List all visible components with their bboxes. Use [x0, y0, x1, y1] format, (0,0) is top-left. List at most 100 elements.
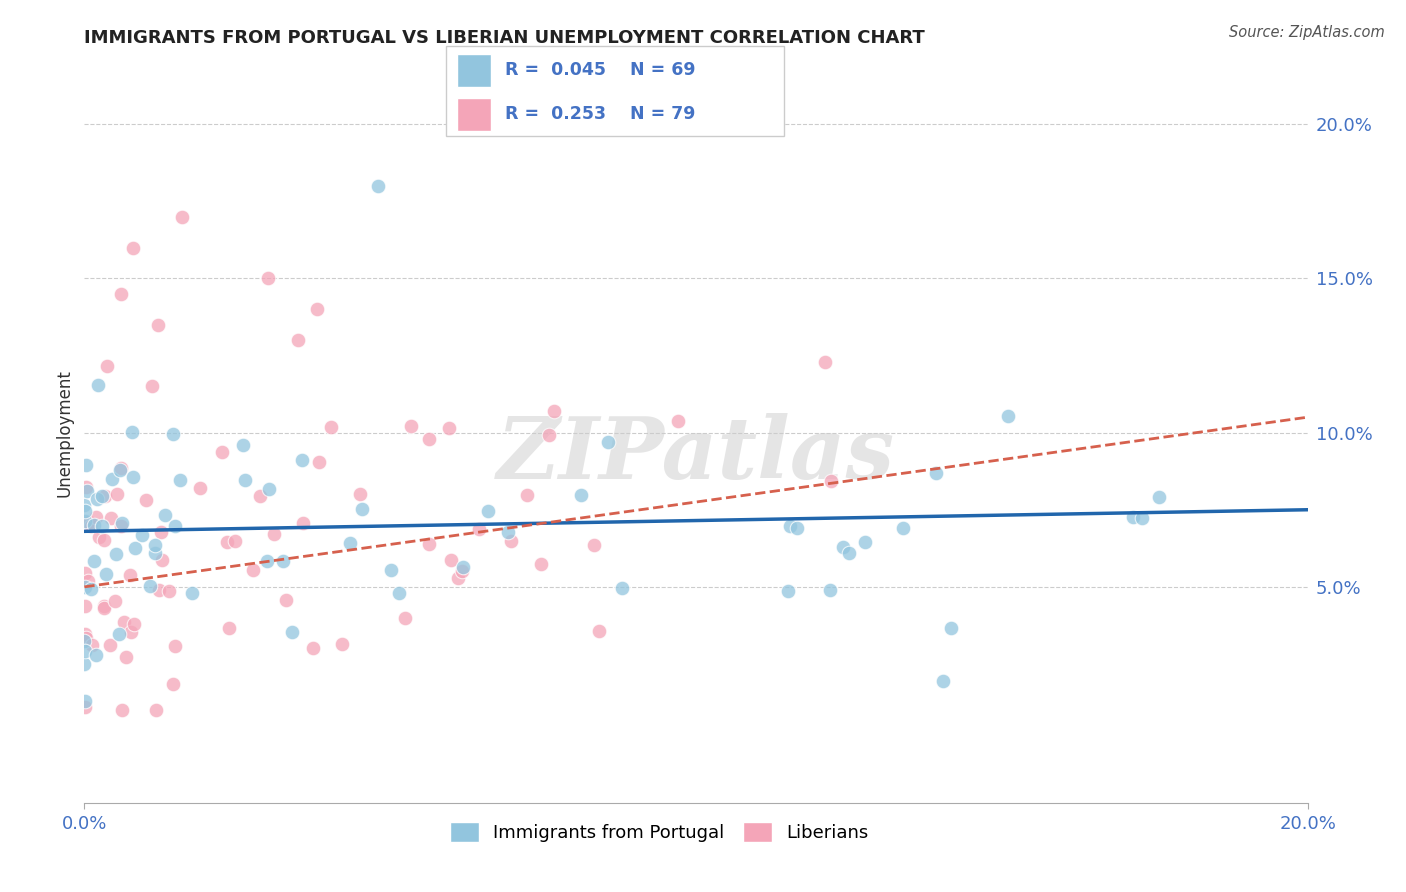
- Immigrants from Portugal: [931, 674, 953, 689]
- Y-axis label: Unemployment: Unemployment: [55, 368, 73, 497]
- Immigrants from Portugal: [86, 648, 108, 662]
- Immigrants from Portugal: [121, 425, 143, 440]
- Liberians: [150, 524, 173, 539]
- Immigrants from Portugal: [235, 473, 257, 487]
- Liberians: [287, 333, 309, 347]
- Liberians: [98, 638, 121, 652]
- Immigrants from Portugal: [73, 514, 96, 528]
- Liberians: [122, 240, 145, 255]
- Immigrants from Portugal: [75, 458, 97, 472]
- Immigrants from Portugal: [997, 409, 1019, 424]
- Liberians: [75, 480, 97, 494]
- Liberians: [110, 518, 132, 533]
- Immigrants from Portugal: [73, 644, 96, 658]
- Liberians: [120, 568, 142, 582]
- Liberians: [538, 428, 561, 442]
- Liberians: [73, 700, 96, 714]
- Liberians: [302, 641, 325, 656]
- Immigrants from Portugal: [131, 528, 153, 542]
- Immigrants from Portugal: [91, 489, 114, 503]
- Liberians: [148, 582, 170, 597]
- Immigrants from Portugal: [86, 491, 108, 506]
- Liberians: [150, 553, 173, 567]
- Immigrants from Portugal: [122, 469, 145, 483]
- Liberians: [437, 421, 460, 435]
- Liberians: [418, 537, 440, 551]
- Liberians: [111, 703, 134, 717]
- Immigrants from Portugal: [380, 563, 402, 577]
- Immigrants from Portugal: [367, 178, 389, 193]
- FancyBboxPatch shape: [446, 46, 785, 136]
- Liberians: [263, 526, 285, 541]
- Liberians: [451, 564, 474, 578]
- Liberians: [105, 487, 128, 501]
- Liberians: [292, 516, 315, 530]
- Immigrants from Portugal: [73, 694, 96, 708]
- Immigrants from Portugal: [181, 585, 204, 599]
- Liberians: [80, 638, 103, 652]
- Liberians: [242, 563, 264, 577]
- Liberians: [122, 616, 145, 631]
- Liberians: [308, 455, 330, 469]
- Immigrants from Portugal: [779, 519, 801, 533]
- Liberians: [145, 703, 167, 717]
- Liberians: [820, 474, 842, 488]
- Immigrants from Portugal: [941, 621, 963, 635]
- Liberians: [80, 519, 103, 533]
- Liberians: [190, 481, 212, 495]
- Liberians: [418, 432, 440, 446]
- Immigrants from Portugal: [143, 538, 166, 552]
- Immigrants from Portugal: [73, 634, 96, 648]
- Liberians: [77, 574, 100, 588]
- Liberians: [666, 414, 689, 428]
- Immigrants from Portugal: [612, 581, 634, 595]
- Immigrants from Portugal: [893, 521, 915, 535]
- Liberians: [163, 639, 186, 653]
- Liberians: [330, 637, 353, 651]
- Liberians: [75, 627, 97, 641]
- Liberians: [516, 487, 538, 501]
- Immigrants from Portugal: [162, 427, 184, 442]
- Text: R =  0.045    N = 69: R = 0.045 N = 69: [505, 62, 696, 79]
- Liberians: [543, 403, 565, 417]
- Liberians: [93, 601, 115, 615]
- Immigrants from Portugal: [169, 474, 191, 488]
- FancyBboxPatch shape: [457, 98, 491, 131]
- Liberians: [73, 566, 96, 580]
- Liberians: [218, 621, 240, 635]
- Text: IMMIGRANTS FROM PORTUGAL VS LIBERIAN UNEMPLOYMENT CORRELATION CHART: IMMIGRANTS FROM PORTUGAL VS LIBERIAN UNE…: [84, 29, 925, 47]
- Legend: Immigrants from Portugal, Liberians: Immigrants from Portugal, Liberians: [443, 815, 876, 849]
- Liberians: [349, 486, 371, 500]
- Immigrants from Portugal: [91, 518, 114, 533]
- Immigrants from Portugal: [598, 435, 620, 450]
- Immigrants from Portugal: [75, 581, 97, 595]
- Liberians: [276, 593, 298, 607]
- Immigrants from Portugal: [111, 516, 134, 531]
- Immigrants from Portugal: [256, 554, 278, 568]
- Liberians: [110, 461, 132, 475]
- Immigrants from Portugal: [73, 657, 96, 671]
- Immigrants from Portugal: [1122, 510, 1144, 524]
- Immigrants from Portugal: [776, 583, 799, 598]
- Liberians: [96, 359, 118, 374]
- Immigrants from Portugal: [124, 541, 146, 556]
- Immigrants from Portugal: [165, 518, 187, 533]
- Immigrants from Portugal: [96, 566, 118, 581]
- Liberians: [211, 445, 233, 459]
- Liberians: [93, 599, 115, 613]
- Liberians: [146, 318, 169, 332]
- Liberians: [588, 624, 610, 638]
- Immigrants from Portugal: [451, 560, 474, 574]
- Immigrants from Portugal: [281, 624, 304, 639]
- Text: R =  0.253    N = 79: R = 0.253 N = 79: [505, 105, 696, 123]
- Immigrants from Portugal: [232, 438, 254, 452]
- Immigrants from Portugal: [1149, 490, 1171, 504]
- Immigrants from Portugal: [853, 534, 876, 549]
- Liberians: [100, 511, 122, 525]
- Immigrants from Portugal: [290, 453, 312, 467]
- Liberians: [468, 522, 491, 536]
- Immigrants from Portugal: [339, 536, 361, 550]
- Immigrants from Portugal: [87, 378, 110, 392]
- Liberians: [112, 615, 135, 629]
- Immigrants from Portugal: [80, 582, 103, 596]
